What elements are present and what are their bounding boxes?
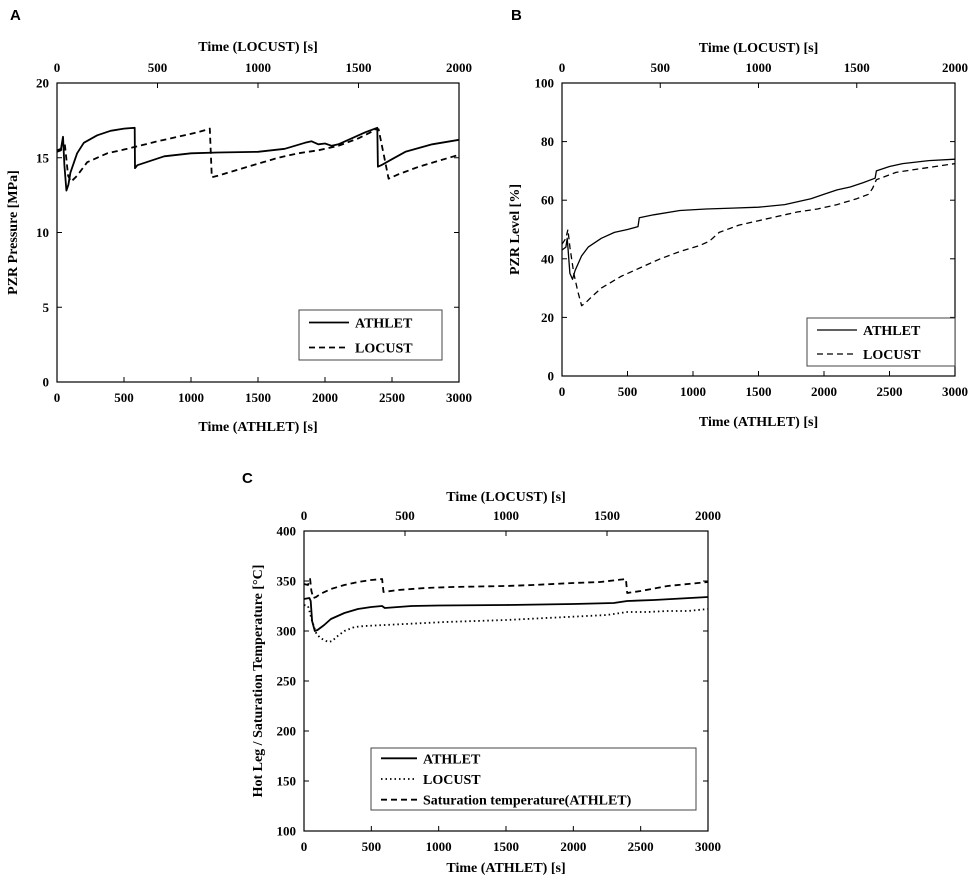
x-bottom-tick-label: 1500	[245, 390, 271, 405]
series-line-locust	[561, 162, 956, 307]
x-bottom-tick-label: 1000	[426, 839, 452, 854]
x-bottom-tick-label: 0	[559, 384, 566, 399]
legend-label: LOCUST	[355, 342, 413, 357]
y-tick-label: 0	[43, 375, 50, 390]
x-top-tick-label: 1500	[844, 60, 870, 75]
y-tick-label: 40	[541, 251, 554, 266]
series-line-athlet	[56, 126, 460, 192]
y-axis-label: PZR Pressure [MPa]	[6, 170, 21, 295]
y-tick-label: 60	[541, 193, 554, 208]
series-line-athlet	[303, 596, 709, 632]
legend-label: Saturation temperature(ATHLET)	[423, 794, 632, 809]
x-top-tick-label: 1500	[594, 508, 620, 523]
x-bottom-tick-label: 2000	[560, 839, 586, 854]
y-tick-label: 200	[277, 724, 297, 739]
x-bottom-axis-label: Time (ATHLET) [s]	[699, 415, 818, 430]
x-bottom-tick-label: 2500	[628, 839, 654, 854]
x-top-axis-label: Time (LOCUST) [s]	[699, 41, 819, 56]
y-tick-label: 150	[277, 774, 297, 789]
series-line-athlet	[561, 158, 956, 280]
x-bottom-tick-label: 500	[618, 384, 638, 399]
x-top-tick-label: 0	[54, 60, 61, 75]
panel-letter: A	[10, 7, 21, 24]
y-tick-label: 100	[535, 76, 555, 91]
y-tick-label: 400	[277, 524, 297, 539]
series-line-locust	[56, 127, 460, 183]
y-tick-label: 20	[541, 310, 554, 325]
y-tick-label: 10	[36, 225, 49, 240]
x-top-tick-label: 500	[651, 60, 671, 75]
legend-box	[806, 317, 956, 367]
x-top-tick-label: 500	[395, 508, 415, 523]
x-top-tick-label: 2000	[446, 60, 472, 75]
x-bottom-tick-label: 0	[301, 839, 308, 854]
legend-label: LOCUST	[863, 348, 921, 363]
x-top-tick-label: 0	[301, 508, 308, 523]
y-tick-label: 250	[277, 674, 297, 689]
legend-label: LOCUST	[423, 773, 481, 788]
x-top-axis-label: Time (LOCUST) [s]	[198, 40, 318, 55]
x-bottom-tick-label: 2500	[379, 390, 405, 405]
x-bottom-tick-label: 1500	[493, 839, 519, 854]
legend-label: ATHLET	[863, 324, 921, 339]
y-axis-label: PZR Level [%]	[508, 184, 523, 275]
x-top-tick-label: 1500	[346, 60, 372, 75]
x-bottom-axis-label: Time (ATHLET) [s]	[446, 861, 565, 876]
x-bottom-tick-label: 2000	[312, 390, 338, 405]
x-bottom-tick-label: 1000	[178, 390, 204, 405]
series-line-locust	[303, 604, 709, 643]
x-bottom-tick-label: 3000	[695, 839, 721, 854]
x-top-tick-label: 1000	[245, 60, 271, 75]
x-bottom-tick-label: 1000	[680, 384, 706, 399]
x-top-axis-label: Time (LOCUST) [s]	[446, 490, 566, 505]
y-tick-label: 350	[277, 574, 297, 589]
x-top-tick-label: 2000	[695, 508, 721, 523]
legend-label: ATHLET	[355, 317, 413, 332]
x-bottom-axis-label: Time (ATHLET) [s]	[198, 420, 317, 435]
legend-box	[370, 747, 697, 811]
panel-letter: C	[242, 470, 253, 487]
x-bottom-tick-label: 3000	[446, 390, 472, 405]
y-tick-label: 300	[277, 624, 297, 639]
legend-box	[298, 309, 443, 361]
x-bottom-tick-label: 500	[114, 390, 134, 405]
x-top-tick-label: 1000	[493, 508, 519, 523]
y-tick-label: 15	[36, 150, 50, 165]
x-top-tick-label: 2000	[942, 60, 968, 75]
x-bottom-tick-label: 3000	[942, 384, 968, 399]
y-tick-label: 20	[36, 76, 49, 91]
legend-label: ATHLET	[423, 752, 481, 767]
x-top-tick-label: 500	[148, 60, 168, 75]
y-tick-label: 100	[277, 824, 297, 839]
x-bottom-tick-label: 2500	[877, 384, 903, 399]
series-line-saturation-temperature-athlet-	[303, 578, 709, 599]
x-top-tick-label: 0	[559, 60, 566, 75]
y-tick-label: 0	[548, 369, 555, 384]
x-bottom-tick-label: 2000	[811, 384, 837, 399]
y-tick-label: 80	[541, 134, 554, 149]
chart-panel-c: C 0 500 1000 1500 2000 2500 3000 0 500 1000 1500 200…	[242, 470, 721, 876]
panel-letter: B	[511, 7, 522, 24]
x-bottom-tick-label: 0	[54, 390, 61, 405]
y-tick-label: 5	[43, 300, 50, 315]
y-axis-label: Hot Leg / Saturation Temperature [°C]	[251, 565, 266, 798]
x-top-tick-label: 1000	[746, 60, 772, 75]
x-bottom-tick-label: 500	[362, 839, 382, 854]
x-bottom-tick-label: 1500	[746, 384, 772, 399]
